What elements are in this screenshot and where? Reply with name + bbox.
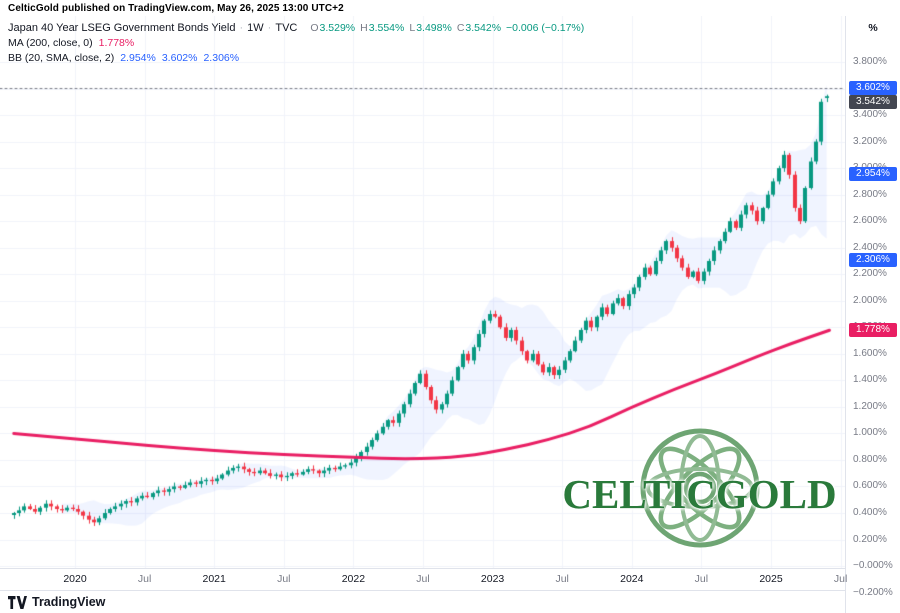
- price-tick-label: 0.400%: [853, 507, 887, 518]
- price-tick-label: 3.200%: [853, 135, 887, 147]
- chart-area: Japan 40 Year LSEG Government Bonds Yiel…: [0, 16, 848, 590]
- high-key: H: [360, 21, 368, 34]
- tradingview-brand[interactable]: TradingView: [32, 595, 106, 609]
- publish-text: CelticGold published on TradingView.com,…: [8, 3, 344, 14]
- time-axis-label: 2022: [341, 573, 366, 585]
- price-tick-label: −0.200%: [853, 586, 893, 598]
- close-value: 3.542%: [465, 21, 502, 34]
- open-value: 3.529%: [319, 21, 356, 34]
- price-tick-label: 1.400%: [853, 374, 887, 386]
- bb-lower-value: 2.306%: [203, 51, 240, 64]
- price-tick-label: 2.000%: [853, 294, 887, 306]
- time-axis-label: Jul: [416, 573, 430, 585]
- price-tick-label: 1.600%: [853, 347, 887, 359]
- time-axis-label: 2024: [620, 573, 644, 585]
- time-axis-label: Jul: [137, 573, 152, 585]
- low-key: L: [409, 21, 416, 34]
- chart-legend: Japan 40 Year LSEG Government Bonds Yiel…: [8, 20, 584, 65]
- price-tick-label: 1.000%: [853, 427, 887, 439]
- ohlc-readout: O 3.529% H 3.554% L 3.498% C 3.542% −0.006 (…: [305, 22, 584, 34]
- time-axis-label: 2025: [759, 573, 783, 585]
- high-value: 3.554%: [368, 21, 405, 34]
- bb-upper-value: 3.602%: [161, 51, 198, 64]
- tradingview-logo-icon[interactable]: [8, 595, 27, 609]
- price-tick-label: 2.600%: [853, 215, 887, 227]
- bb-indicator-label[interactable]: BB (20, SMA, close, 2): [8, 51, 115, 64]
- price-tick-label: 0.200%: [853, 533, 887, 545]
- separator-dot: ·: [239, 21, 244, 34]
- time-axis-label: 2023: [480, 573, 505, 585]
- price-tag: 1.778%: [849, 323, 897, 338]
- price-tag: 2.306%: [849, 253, 897, 268]
- time-axis-label: Jul: [833, 573, 848, 585]
- ma-indicator-label[interactable]: MA (200, close, 0): [8, 36, 93, 49]
- price-tick-label: 3.400%: [853, 109, 887, 121]
- time-axis-label: Jul: [694, 573, 709, 585]
- price-tick-label: 1.200%: [853, 400, 887, 412]
- price-tag: 3.542%: [849, 95, 897, 110]
- price-tick-label: 2.200%: [853, 268, 887, 280]
- ma-value: 1.778%: [98, 36, 135, 49]
- bb-basis-value: 2.954%: [120, 51, 156, 64]
- price-axis[interactable]: % 3.800%3.600%3.400%3.200%3.000%2.800%2.…: [845, 16, 900, 613]
- time-axis[interactable]: 2020 Jul 2021 Jul 2022 Jul 2023 Jul 2024 Jul 2025 J…: [0, 568, 848, 590]
- ma-indicator-row: MA (200, close, 0) 1.778%: [8, 35, 584, 50]
- change-value: −0.006 (−0.17%): [506, 21, 585, 34]
- price-tick-label: 0.600%: [853, 480, 887, 492]
- publish-header: CelticGold published on TradingView.com,…: [0, 0, 900, 16]
- price-chart-canvas[interactable]: [0, 16, 845, 568]
- separator-dot: ·: [267, 21, 272, 34]
- close-key: C: [456, 21, 465, 34]
- price-tick-label: 0.800%: [853, 453, 887, 465]
- price-axis-unit-label: %: [868, 22, 878, 34]
- price-tag: 3.602%: [849, 81, 897, 96]
- symbol-title[interactable]: Japan 40 Year LSEG Government Bonds Yiel…: [8, 21, 236, 34]
- time-axis-label: 2021: [202, 573, 226, 585]
- time-axis-label: 2020: [63, 573, 87, 585]
- footer-bar: TradingView: [0, 590, 845, 613]
- bb-indicator-row: BB (20, SMA, close, 2) 2.954% 3.602% 2.3…: [8, 50, 584, 65]
- exchange-label: TVC: [275, 21, 298, 34]
- low-value: 3.498%: [416, 21, 452, 34]
- interval-label[interactable]: 1W: [247, 21, 264, 34]
- time-axis-label: Jul: [555, 573, 569, 585]
- open-key: O: [310, 21, 319, 34]
- price-tick-label: 3.800%: [853, 56, 887, 67]
- price-tick-label: 2.800%: [853, 188, 887, 200]
- price-tag: 2.954%: [849, 167, 897, 182]
- time-axis-label: Jul: [277, 573, 291, 585]
- price-tick-label: −0.000%: [853, 560, 893, 572]
- symbol-row: Japan 40 Year LSEG Government Bonds Yiel…: [8, 20, 584, 35]
- price-tick-label: 2.400%: [853, 241, 887, 253]
